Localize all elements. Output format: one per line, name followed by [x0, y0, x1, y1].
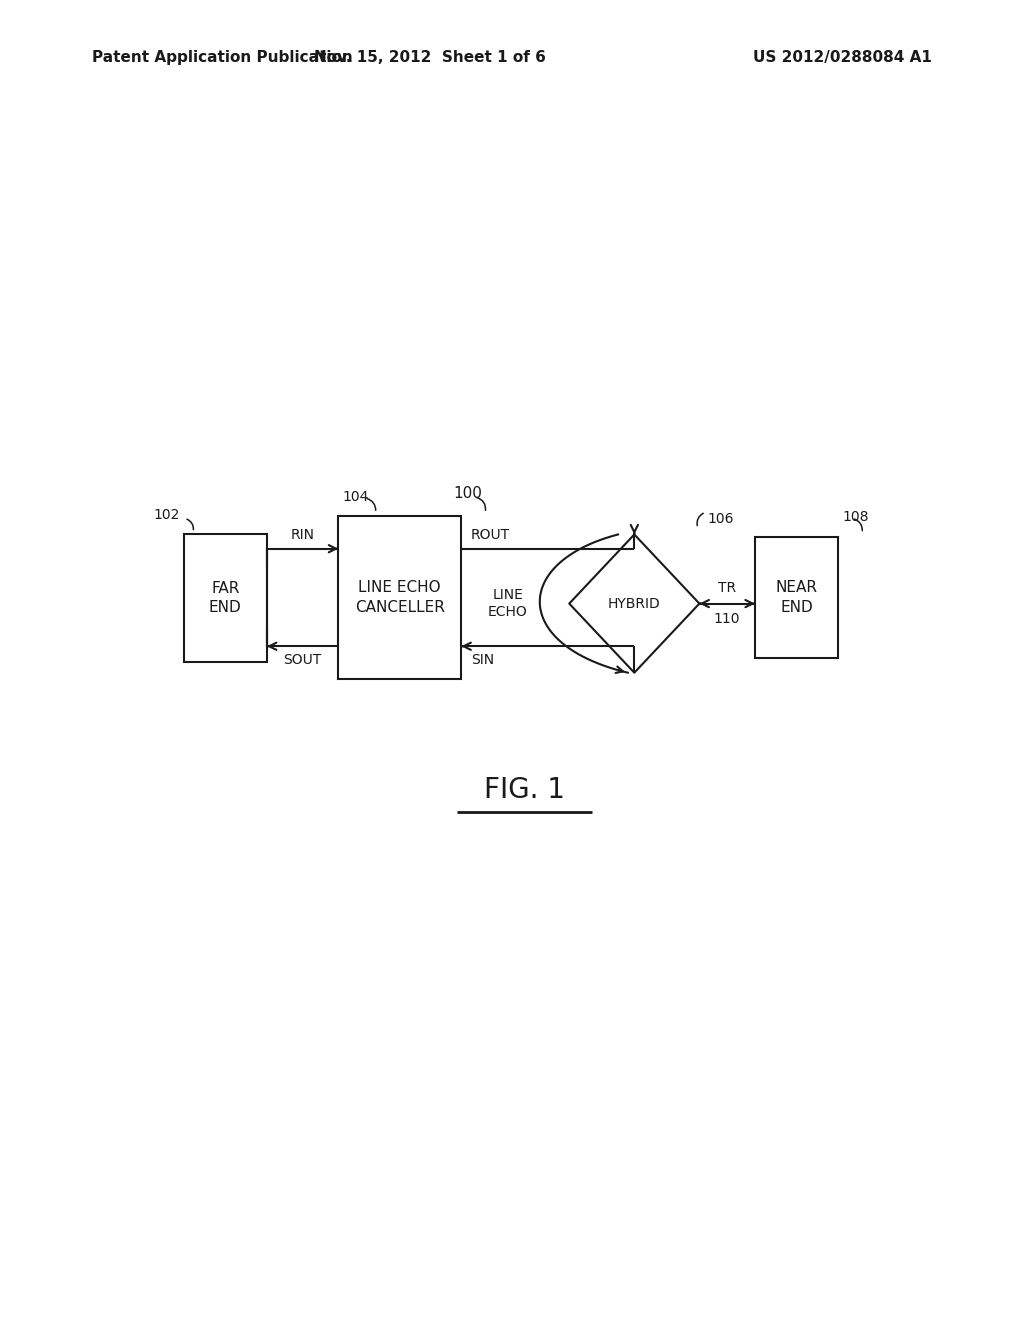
Text: RIN: RIN	[291, 528, 314, 541]
Text: 110: 110	[714, 611, 740, 626]
Text: ROUT: ROUT	[471, 528, 510, 541]
Text: NEAR
END: NEAR END	[775, 579, 817, 615]
Text: TR: TR	[718, 581, 736, 595]
Text: FAR
END: FAR END	[209, 581, 242, 615]
Text: 102: 102	[154, 508, 179, 523]
Text: LINE ECHO
CANCELLER: LINE ECHO CANCELLER	[355, 579, 444, 615]
Text: US 2012/0288084 A1: US 2012/0288084 A1	[753, 50, 932, 65]
Text: HYBRID: HYBRID	[608, 597, 660, 611]
Text: LINE
ECHO: LINE ECHO	[488, 587, 527, 619]
Text: 106: 106	[708, 512, 734, 527]
Text: Patent Application Publication: Patent Application Publication	[92, 50, 353, 65]
Text: SOUT: SOUT	[284, 653, 322, 668]
Bar	[338, 516, 462, 678]
Bar	[183, 535, 267, 661]
Text: Nov. 15, 2012  Sheet 1 of 6: Nov. 15, 2012 Sheet 1 of 6	[314, 50, 546, 65]
Text: 108: 108	[842, 511, 868, 524]
Text: FIG. 1: FIG. 1	[484, 776, 565, 804]
Bar	[755, 536, 839, 659]
Text: 100: 100	[454, 486, 482, 500]
Text: 104: 104	[342, 490, 369, 504]
Text: SIN: SIN	[471, 653, 494, 668]
